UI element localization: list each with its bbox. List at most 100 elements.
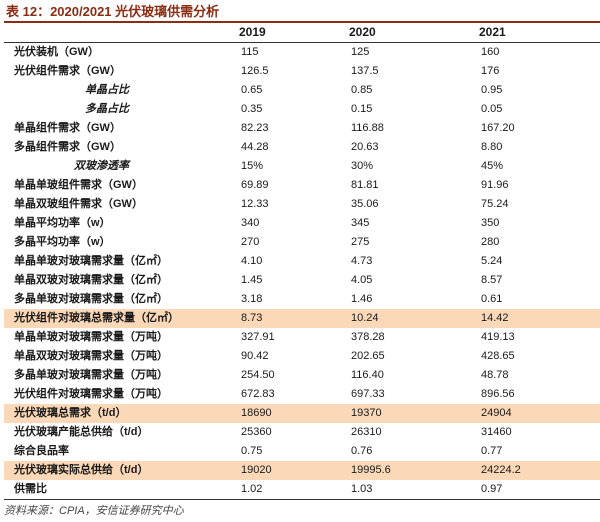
header-cell-2021: 2021 xyxy=(479,23,600,43)
supply-demand-table: 2019 2020 2021 光伏装机（GW） 115 125 160 光伏组件需求（G… xyxy=(4,23,600,500)
row-value-2019: 1.02 xyxy=(239,480,349,500)
row-label: 光伏玻璃总需求（t/d） xyxy=(4,404,239,423)
row-value-2019: 44.28 xyxy=(241,141,269,153)
header-cell-2020: 2020 xyxy=(349,23,479,43)
table-row: 单晶单玻对玻璃需求量（万吨） 327.91 378.28 419.13 xyxy=(4,328,600,347)
row-value-2020: 1.03 xyxy=(349,480,479,500)
row-value-2021: 0.77 xyxy=(481,445,503,457)
row-value-2021: 91.96 xyxy=(481,179,509,191)
table-row: 单晶单玻对玻璃需求量（亿㎡） 4.10 4.73 5.24 xyxy=(4,252,600,271)
row-value-2021: 8.57 xyxy=(481,274,503,286)
row-value-2020: 202.65 xyxy=(351,350,385,362)
row-value-2021: 0.97 xyxy=(479,480,600,500)
row-value-2020: 116.88 xyxy=(351,122,384,134)
table-row: 多晶占比 0.35 0.15 0.05 xyxy=(4,100,600,119)
row-value-2019: 0.65 xyxy=(241,84,263,96)
row-label: 单晶占比 xyxy=(85,84,129,96)
row-value-2019: 15% xyxy=(241,160,264,172)
row-value-2019: 3.18 xyxy=(241,293,263,305)
table-row: 光伏组件对玻璃需求量（万吨） 672.83 697.33 896.56 xyxy=(4,385,600,404)
table-title: 表 12：2020/2021 光伏玻璃供需分析 xyxy=(6,4,220,19)
row-label: 综合良品率 xyxy=(14,445,69,457)
row-value-2019: 0.75 xyxy=(241,445,263,457)
row-value-2020: 10.24 xyxy=(349,309,479,328)
row-value-2019: 1.45 xyxy=(241,274,263,286)
row-label: 多晶单玻对玻璃需求量（亿㎡） xyxy=(14,293,168,305)
table-row: 单晶组件需求（GW） 82.23 116.88 167.20 xyxy=(4,119,600,138)
title-divider xyxy=(4,21,600,23)
row-value-2021: 167.20 xyxy=(481,122,515,134)
row-value-2020: 35.06 xyxy=(351,198,379,210)
row-label: 单晶平均功率（w） xyxy=(14,217,111,229)
row-value-2019: 90.42 xyxy=(241,350,269,362)
row-value-2019: 672.83 xyxy=(241,388,275,400)
table-row: 光伏玻璃产能总供给（t/d） 25360 26310 31460 xyxy=(4,423,600,442)
row-value-2020: 125 xyxy=(351,46,370,58)
row-value-2020: 20.63 xyxy=(351,141,379,153)
row-label: 单晶单玻对玻璃需求量（亿㎡） xyxy=(14,255,168,267)
row-label: 光伏组件需求（GW） xyxy=(14,65,121,77)
row-label: 光伏组件对玻璃总需求量（亿㎡） xyxy=(4,309,239,328)
row-value-2019: 69.89 xyxy=(241,179,269,191)
row-value-2021: 5.24 xyxy=(481,255,503,267)
row-label: 多晶单玻对玻璃需求量（万吨） xyxy=(14,369,168,381)
row-label: 光伏组件对玻璃需求量（万吨） xyxy=(14,388,168,400)
table-row: 光伏组件对玻璃总需求量（亿㎡） 8.73 10.24 14.42 xyxy=(4,309,600,328)
row-value-2021: 48.78 xyxy=(481,369,509,381)
row-value-2019: 327.91 xyxy=(241,331,275,343)
row-label: 单晶单玻组件需求（GW） xyxy=(14,179,143,191)
row-value-2021: 0.95 xyxy=(481,84,503,96)
row-value-2021: 428.65 xyxy=(481,350,515,362)
header-cell-2019: 2019 xyxy=(239,23,349,43)
source-note: 资料来源：CPIA，安信证券研究中心 xyxy=(4,505,184,517)
row-value-2020: 378.28 xyxy=(351,331,385,343)
table-row: 光伏装机（GW） 115 125 160 xyxy=(4,43,600,63)
row-label: 光伏装机（GW） xyxy=(14,46,99,58)
row-value-2019: 8.73 xyxy=(239,309,349,328)
row-label: 单晶双玻对玻璃需求量（亿㎡） xyxy=(14,274,168,286)
row-value-2019: 270 xyxy=(241,236,260,248)
table-row: 综合良品率 0.75 0.76 0.77 xyxy=(4,442,600,461)
row-value-2021: 0.05 xyxy=(481,103,503,115)
row-value-2020: 81.81 xyxy=(351,179,379,191)
row-value-2019: 12.33 xyxy=(241,198,269,210)
row-label: 多晶组件需求（GW） xyxy=(14,141,121,153)
row-value-2021: 280 xyxy=(481,236,500,248)
table-row: 多晶组件需求（GW） 44.28 20.63 8.80 xyxy=(4,138,600,157)
row-value-2020: 19995.6 xyxy=(349,461,479,480)
row-value-2020: 0.15 xyxy=(351,103,373,115)
table-row: 单晶平均功率（w） 340 345 350 xyxy=(4,214,600,233)
row-value-2019: 254.50 xyxy=(241,369,275,381)
row-value-2021: 75.24 xyxy=(481,198,509,210)
row-label: 单晶单玻对玻璃需求量（万吨） xyxy=(14,331,168,343)
table-row: 多晶单玻对玻璃需求量（亿㎡） 3.18 1.46 0.61 xyxy=(4,290,600,309)
row-value-2021: 896.56 xyxy=(481,388,515,400)
row-value-2021: 24904 xyxy=(479,404,600,423)
row-label: 双玻渗透率 xyxy=(74,160,129,172)
header-cell-label xyxy=(4,23,239,43)
row-value-2020: 1.46 xyxy=(351,293,373,305)
row-value-2021: 419.13 xyxy=(481,331,515,343)
row-label: 供需比 xyxy=(4,480,239,500)
table-row: 单晶双玻组件需求（GW） 12.33 35.06 75.24 xyxy=(4,195,600,214)
table-row: 多晶平均功率（w） 270 275 280 xyxy=(4,233,600,252)
row-value-2020: 345 xyxy=(351,217,370,229)
row-value-2021: 8.80 xyxy=(481,141,503,153)
row-label: 单晶双玻组件需求（GW） xyxy=(14,198,143,210)
row-value-2021: 14.42 xyxy=(479,309,600,328)
table-row: 多晶单玻对玻璃需求量（万吨） 254.50 116.40 48.78 xyxy=(4,366,600,385)
row-value-2021: 31460 xyxy=(481,426,512,438)
row-value-2019: 25360 xyxy=(241,426,272,438)
row-value-2020: 4.73 xyxy=(351,255,373,267)
row-value-2019: 0.35 xyxy=(241,103,263,115)
row-label: 单晶双玻对玻璃需求量（万吨） xyxy=(14,350,168,362)
row-value-2020: 116.40 xyxy=(351,369,384,381)
row-value-2021: 24224.2 xyxy=(479,461,600,480)
table-row: 单晶双玻对玻璃需求量（万吨） 90.42 202.65 428.65 xyxy=(4,347,600,366)
table-row: 光伏玻璃实际总供给（t/d） 19020 19995.6 24224.2 xyxy=(4,461,600,480)
row-value-2020: 0.76 xyxy=(351,445,373,457)
table-row: 光伏组件需求（GW） 126.5 137.5 176 xyxy=(4,62,600,81)
row-label: 多晶占比 xyxy=(85,103,129,115)
row-value-2020: 26310 xyxy=(351,426,382,438)
row-value-2021: 45% xyxy=(481,160,504,172)
